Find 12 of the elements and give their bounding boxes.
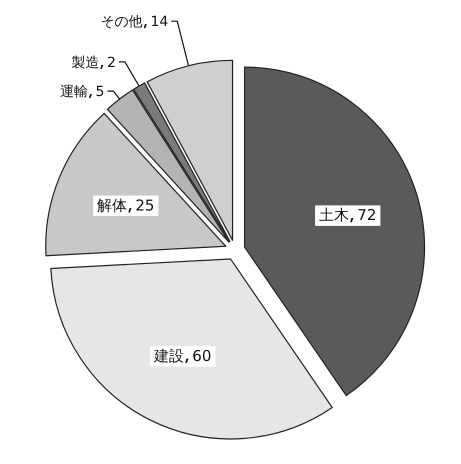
data-label: 60 <box>192 346 212 365</box>
slice-label: 解体 <box>97 196 128 214</box>
data-label: 5 <box>96 84 104 100</box>
data-label: 14 <box>150 14 168 30</box>
data-label: 2 <box>106 54 116 71</box>
data-label: 72 <box>357 206 376 224</box>
slice-label: 建設 <box>153 346 184 365</box>
data-label: 25 <box>135 196 154 214</box>
slice-label: 製造 <box>71 54 100 71</box>
slice-label: 運輸 <box>60 84 88 100</box>
slice-label: その他 <box>100 14 143 30</box>
slice-label: 土木 <box>319 206 350 224</box>
